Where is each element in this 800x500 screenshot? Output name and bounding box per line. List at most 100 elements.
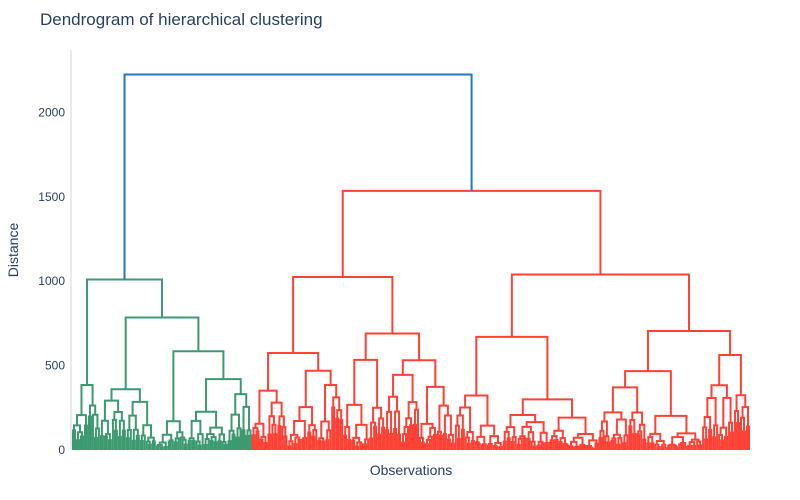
dendrogram-link (407, 401, 418, 419)
dendrogram-link (740, 416, 746, 450)
dendrogram-link (110, 388, 141, 402)
dendrogram-link (443, 414, 452, 435)
dendrogram-link (527, 431, 535, 442)
dendrogram-link (405, 417, 412, 427)
dendrogram-link (278, 415, 285, 428)
dendrogram-link (647, 436, 654, 444)
dendrogram-link (656, 446, 661, 450)
dendrogram-link (680, 444, 685, 450)
dendrogram-link (131, 439, 136, 450)
dendrogram-link (734, 409, 740, 450)
dendrogram-link (612, 433, 621, 439)
dendrogram-link (629, 419, 636, 435)
dendrogram-link (355, 423, 368, 440)
dendrogram-link (131, 400, 149, 426)
dendrogram-link (172, 350, 225, 422)
dendrogram-link (549, 439, 555, 450)
dendrogram-link (195, 440, 201, 450)
dendrogram-link (510, 441, 515, 450)
dendrogram-link (446, 438, 451, 450)
dendrogram-link (75, 414, 87, 426)
dendrogram-link (369, 437, 374, 450)
dendrogram-link (698, 444, 703, 450)
dendrogram-link (586, 445, 592, 450)
dendrogram-link (163, 445, 168, 450)
dendrogram-link (206, 433, 215, 440)
dendrogram-link (426, 385, 445, 424)
dendrogram-link (704, 438, 709, 450)
dendrogram-link (103, 435, 108, 450)
y-tick-label: 1000 (38, 274, 65, 288)
dendrogram-link (124, 316, 200, 390)
dendrogram-link (277, 425, 282, 450)
dendrogram-link (719, 426, 728, 437)
dendrogram-link (139, 440, 144, 450)
dendrogram-link (392, 373, 414, 403)
dendrogram-link (577, 433, 594, 441)
dendrogram-link (539, 431, 548, 444)
dendrogram-link (94, 427, 100, 450)
dendrogram-link (570, 440, 578, 447)
dendrogram-link (195, 410, 218, 428)
dendrogram-link (460, 428, 465, 450)
dendrogram-link (140, 434, 146, 450)
dendrogram-link (318, 437, 325, 442)
dendrogram-link (610, 439, 615, 450)
dendrogram-link (720, 439, 725, 450)
dendrogram-link (736, 422, 741, 450)
dendrogram-link (370, 421, 377, 439)
dendrogram-link (409, 424, 413, 450)
dendrogram-link (554, 439, 559, 450)
dendrogram-link (623, 434, 629, 450)
dendrogram-link (267, 351, 320, 391)
dendrogram-link (606, 441, 611, 450)
dendrogram-link (297, 439, 302, 450)
dendrogram-link (525, 421, 545, 433)
dendrogram-link (432, 433, 437, 450)
dendrogram-link (475, 335, 549, 400)
dendrogram-link (331, 406, 336, 450)
dendrogram-link (71, 429, 76, 450)
dendrogram-link (270, 401, 283, 417)
dendrogram-link (259, 438, 264, 450)
dendrogram-link (223, 443, 228, 450)
dendrogram-link (283, 435, 288, 450)
dendrogram-link (722, 396, 732, 428)
dendrogram-link (412, 423, 417, 450)
dendrogram-link (107, 439, 112, 450)
dendrogram-link (281, 426, 287, 450)
dendrogram-link (425, 439, 431, 450)
dendrogram-link (151, 440, 156, 450)
dendrogram-link (486, 444, 491, 450)
dendrogram-link (355, 445, 360, 450)
dendrogram-link (326, 429, 332, 450)
dendrogram-link (113, 429, 118, 450)
dendrogram-link (339, 419, 344, 450)
dendrogram-link (401, 359, 437, 387)
dendrogram-link (522, 437, 527, 450)
dendrogram-link (611, 437, 617, 450)
dendrogram-link (393, 427, 398, 450)
dendrogram-link (574, 445, 579, 450)
dendrogram-link (79, 435, 84, 450)
dendrogram-link (598, 437, 603, 450)
dendrogram-link (187, 439, 192, 450)
dendrogram-link (536, 444, 541, 450)
dendrogram-link (611, 386, 639, 413)
dendrogram-link (218, 433, 226, 442)
dendrogram-link (517, 437, 523, 450)
dendrogram-link (377, 433, 382, 450)
dendrogram-link (217, 440, 222, 450)
dendrogram-link (227, 440, 232, 450)
dendrogram-link (636, 433, 641, 450)
dendrogram-link (632, 433, 637, 450)
dendrogram-link (251, 434, 256, 450)
dendrogram-link (183, 443, 188, 450)
dendrogram-link (551, 435, 558, 441)
dendrogram-link (420, 422, 434, 438)
dendrogram-link (86, 278, 164, 386)
dendrogram-link (128, 414, 137, 431)
y-tick-label: 1500 (38, 190, 65, 204)
dendrogram-link (213, 441, 218, 450)
dendrogram-link (672, 444, 678, 450)
